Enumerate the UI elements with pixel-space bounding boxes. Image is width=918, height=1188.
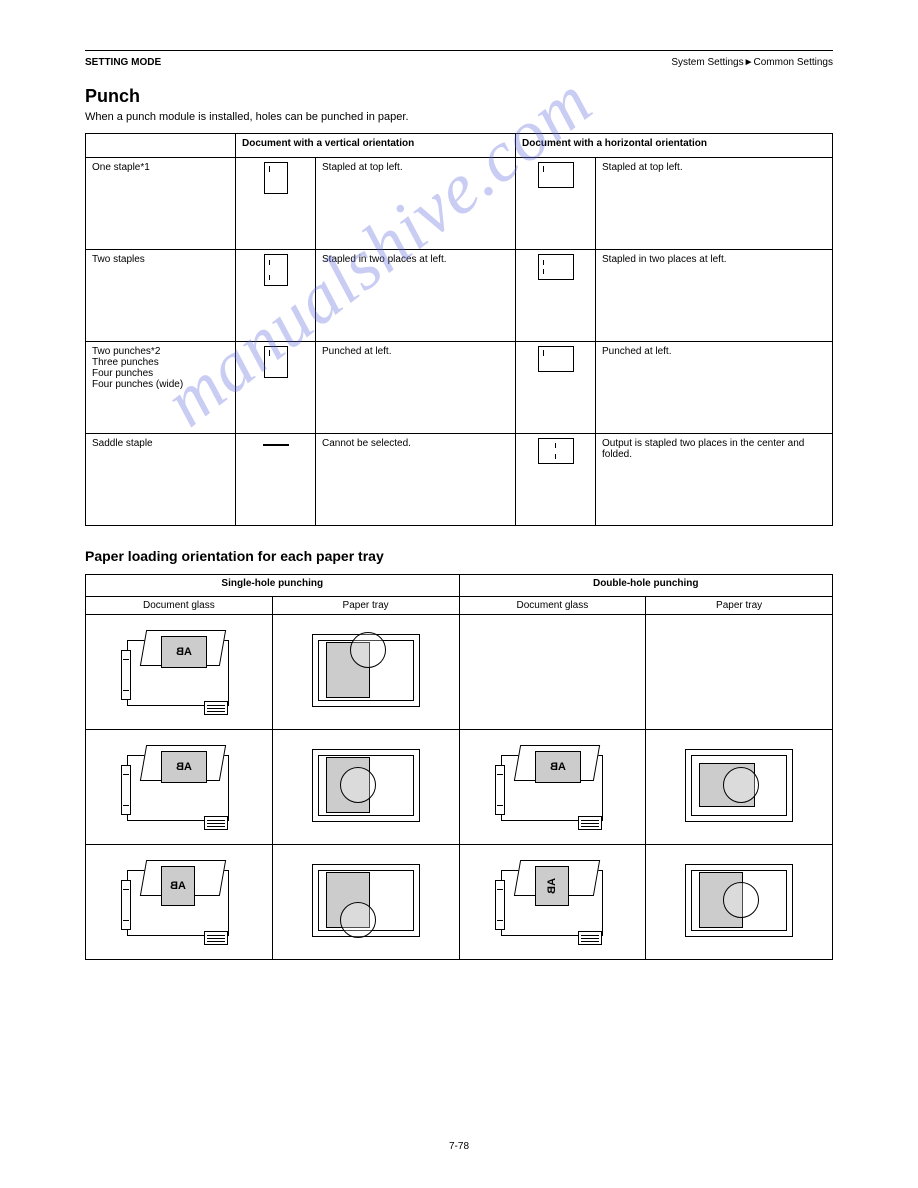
t2-h2a: Document glass: [86, 597, 273, 615]
top-rule: [85, 50, 833, 51]
t1-r4-icon1: [236, 434, 316, 526]
orientation-table: Single-hole punching Double-hole punchin…: [85, 574, 833, 960]
header-left: SETTING MODE: [85, 57, 161, 68]
punch-icon: [306, 628, 426, 713]
t1-r4-icon2: [516, 434, 596, 526]
section-subtitle: When a punch module is installed, holes …: [85, 111, 833, 123]
page-number: 7-78: [0, 1141, 918, 1152]
t2-r2c2: [272, 730, 459, 845]
t1-r4-label: Saddle staple: [86, 434, 236, 526]
t1-r4-desc2: Output is stapled two places in the cent…: [596, 434, 833, 526]
printer-icon: AB: [495, 743, 610, 828]
t2-r3c4: [646, 845, 833, 960]
t1-r1-icon1: [236, 158, 316, 250]
t1-r1-icon2: [516, 158, 596, 250]
punch-table: Document with a vertical orientation Doc…: [85, 133, 833, 526]
t1-r2-icon2: [516, 250, 596, 342]
punch-icon: [679, 743, 799, 828]
header-right: System Settings►Common Settings: [671, 57, 833, 68]
punch-icon: [306, 858, 426, 943]
t2-h-double: Double-hole punching: [459, 575, 833, 597]
page-header: SETTING MODE System Settings►Common Sett…: [85, 57, 833, 68]
punch-icon: [306, 743, 426, 828]
t2-r2c4: [646, 730, 833, 845]
printer-icon: AB: [121, 858, 236, 943]
t1-r2-label: Two staples: [86, 250, 236, 342]
table2-title: Paper loading orientation for each paper…: [85, 548, 833, 564]
t2-r3c1: AB: [86, 845, 273, 960]
t2-h2c: Document glass: [459, 597, 646, 615]
t1-r3-icon2: [516, 342, 596, 434]
t1-h-vert: Document with a vertical orientation: [236, 134, 516, 158]
t2-r1c3: [459, 615, 646, 730]
section-title: Punch: [85, 86, 833, 107]
t2-r1c1: AB: [86, 615, 273, 730]
t1-r2-desc2: Stapled in two places at left.: [596, 250, 833, 342]
t1-r1-desc2: Stapled at top left.: [596, 158, 833, 250]
t2-r2c1: AB: [86, 730, 273, 845]
t2-h2d: Paper tray: [646, 597, 833, 615]
t1-r3-desc1: Punched at left.: [316, 342, 516, 434]
t1-h-blank: [86, 134, 236, 158]
t2-r3c3: AB: [459, 845, 646, 960]
t2-r1c2: [272, 615, 459, 730]
t1-r1-label: One staple*1: [86, 158, 236, 250]
t1-r3-icon1: [236, 342, 316, 434]
printer-icon: AB: [495, 858, 610, 943]
punch-icon: [679, 858, 799, 943]
t1-h-horz: Document with a horizontal orientation: [516, 134, 833, 158]
t1-r2-icon1: [236, 250, 316, 342]
t2-h-single: Single-hole punching: [86, 575, 460, 597]
t1-r1-desc1: Stapled at top left.: [316, 158, 516, 250]
t2-r1c4: [646, 615, 833, 730]
t2-h2b: Paper tray: [272, 597, 459, 615]
printer-icon: AB: [121, 743, 236, 828]
t2-r2c3: AB: [459, 730, 646, 845]
t1-r3-desc2: Punched at left.: [596, 342, 833, 434]
t2-r3c2: [272, 845, 459, 960]
t1-r3-label: Two punches*2 Three punches Four punches…: [86, 342, 236, 434]
t1-r2-desc1: Stapled in two places at left.: [316, 250, 516, 342]
printer-icon: AB: [121, 628, 236, 713]
t1-r4-desc1: Cannot be selected.: [316, 434, 516, 526]
